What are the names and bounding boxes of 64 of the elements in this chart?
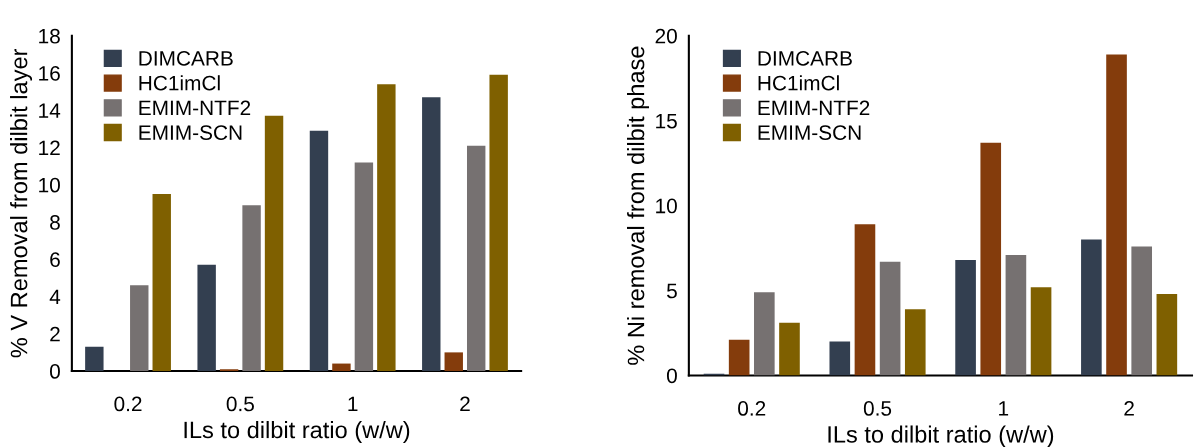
legend-label: DIMCARB <box>758 51 852 66</box>
bar <box>152 194 171 372</box>
y-tick-label: 20 <box>655 28 677 44</box>
y-tick-label: 6 <box>50 252 60 268</box>
legend-label: EMIM-NTF2 <box>758 100 870 116</box>
x-tick-label: 0.5 <box>863 401 892 416</box>
y-tick-label: 18 <box>39 28 60 44</box>
bar <box>829 341 851 376</box>
y-tick-label: 12 <box>39 140 60 156</box>
x-tick-label: 0.2 <box>114 396 142 412</box>
y-axis-title: % Ni removal from dilbit phase <box>627 46 650 365</box>
bar <box>879 261 901 376</box>
bar <box>754 292 775 376</box>
bar <box>728 339 750 376</box>
bar <box>955 259 976 376</box>
x-tick-label: 1 <box>348 396 358 412</box>
x-tick-label: 0.2 <box>738 401 766 416</box>
bar <box>467 145 486 372</box>
y-tick-label: 4 <box>49 289 61 305</box>
y-tick-label: 0 <box>666 368 677 384</box>
x-axis-title: ILs to dilbit ratio (w/w) <box>184 420 410 443</box>
bar <box>85 346 104 372</box>
x-tick-label: 2 <box>460 396 470 412</box>
y-tick-label: 10 <box>39 177 60 193</box>
y-tick-label: 5 <box>666 283 677 299</box>
y-tick-label: 0 <box>50 364 60 379</box>
bar <box>904 309 926 376</box>
y-axis-title: % V Removal from dilbit layer <box>10 48 33 358</box>
bar <box>377 84 396 372</box>
legend-label: HC1imCl <box>139 75 220 91</box>
x-tick-label: 0.5 <box>226 396 254 412</box>
bar <box>309 130 329 372</box>
x-tick-label: 2 <box>1124 401 1134 416</box>
bar <box>332 363 351 372</box>
x-tick-label: 1 <box>999 401 1009 416</box>
bar <box>1030 287 1052 376</box>
bar <box>980 142 1002 376</box>
y-tick-label: 2 <box>50 326 60 342</box>
bar <box>1156 293 1178 376</box>
bar <box>242 205 261 372</box>
y-tick-label: 14 <box>39 103 61 118</box>
legend-label: EMIM-SCN <box>758 125 861 140</box>
bar <box>489 74 508 372</box>
bar <box>1005 254 1027 376</box>
y-tick-label: 8 <box>50 215 60 230</box>
legend-label: DIMCARB <box>139 51 233 66</box>
bar <box>130 285 149 372</box>
bar <box>422 97 441 372</box>
bar <box>779 322 800 376</box>
legend-label: EMIM-NTF2 <box>139 100 251 116</box>
y-tick-label: 16 <box>39 66 60 81</box>
bar <box>264 115 284 372</box>
bar <box>444 352 463 372</box>
bar <box>197 264 216 372</box>
bar <box>1106 54 1127 376</box>
y-tick-label: 10 <box>656 198 677 214</box>
legend-label: EMIM-SCN <box>139 125 242 140</box>
x-axis-title: ILs to dilbit ratio (w/w) <box>828 425 1054 447</box>
bar <box>1131 246 1153 376</box>
legend-label: HC1imCl <box>758 75 839 91</box>
bar <box>1081 239 1102 376</box>
bar <box>854 224 876 376</box>
bar <box>354 162 374 372</box>
y-tick-label: 15 <box>656 113 677 129</box>
